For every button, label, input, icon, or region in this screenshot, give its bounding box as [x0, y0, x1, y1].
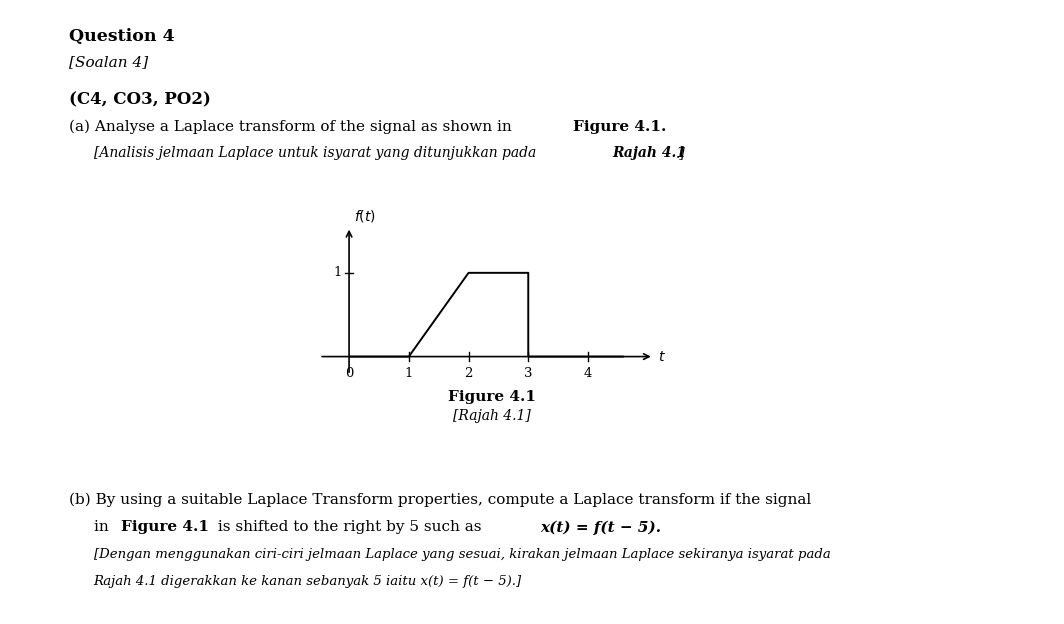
Text: x(t) = f(t − 5).: x(t) = f(t − 5).	[541, 520, 662, 535]
Text: is shifted to the right by 5 such as: is shifted to the right by 5 such as	[213, 520, 486, 534]
Text: [Soalan 4]: [Soalan 4]	[69, 55, 148, 69]
Text: .]: .]	[676, 146, 685, 160]
Text: in: in	[94, 520, 113, 534]
Text: Question 4: Question 4	[69, 28, 174, 45]
Text: Rajah 4.1 digerakkan ke kanan sebanyak 5 iaitu x(t) = f(t − 5).]: Rajah 4.1 digerakkan ke kanan sebanyak 5…	[94, 575, 521, 588]
Text: 1: 1	[333, 266, 342, 280]
Text: Figure 4.1.: Figure 4.1.	[572, 120, 666, 134]
Text: [Rajah 4.1]: [Rajah 4.1]	[452, 409, 531, 422]
Text: 0: 0	[345, 368, 353, 381]
Text: Figure 4.1: Figure 4.1	[448, 390, 535, 404]
Text: $f(t)$: $f(t)$	[354, 208, 376, 224]
Text: Figure 4.1: Figure 4.1	[121, 520, 210, 534]
Text: (a) Analyse a Laplace transform of the signal as shown in: (a) Analyse a Laplace transform of the s…	[69, 120, 517, 134]
Text: $t$: $t$	[659, 349, 666, 364]
Text: 2: 2	[464, 368, 472, 381]
Text: [Dengan menggunakan ciri-ciri jelmaan Laplace yang sesuai, kirakan jelmaan Lapla: [Dengan menggunakan ciri-ciri jelmaan La…	[94, 548, 830, 561]
Text: (C4, CO3, PO2): (C4, CO3, PO2)	[69, 92, 211, 109]
Text: 3: 3	[523, 368, 532, 381]
Text: 1: 1	[404, 368, 413, 381]
Text: [Analisis jelmaan Laplace untuk isyarat yang ditunjukkan pada: [Analisis jelmaan Laplace untuk isyarat …	[94, 146, 541, 160]
Text: (b) By using a suitable Laplace Transform properties, compute a Laplace transfor: (b) By using a suitable Laplace Transfor…	[69, 493, 812, 507]
Text: Rajah 4.1: Rajah 4.1	[613, 146, 686, 160]
Text: 4: 4	[584, 368, 593, 381]
